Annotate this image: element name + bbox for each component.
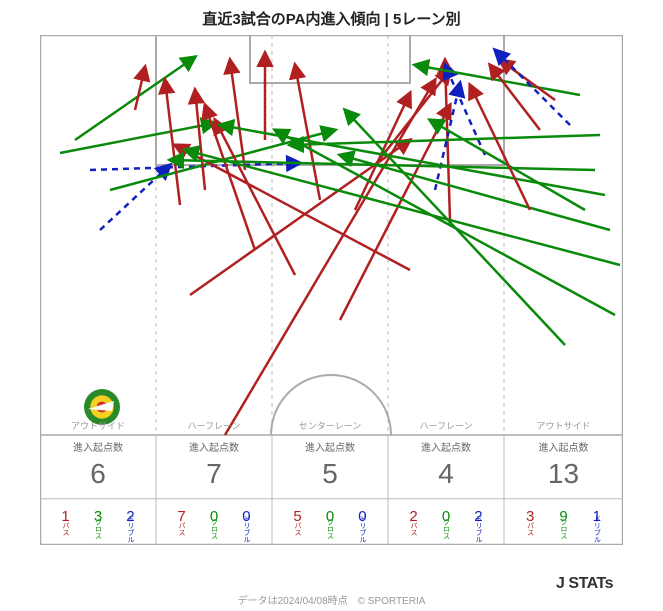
svg-text:アウトサイド: アウトサイド [71,421,125,431]
svg-text:ドリブル: ドリブル [593,515,601,543]
svg-text:ドリブル: ドリブル [127,515,135,543]
brand-logo: J STATs [556,575,613,593]
svg-text:13: 13 [548,458,579,489]
svg-text:進入起点数: 進入起点数 [73,441,123,454]
svg-text:進入起点数: 進入起点数 [189,441,239,454]
svg-text:ドリブル: ドリブル [475,515,483,543]
svg-text:アウトサイド: アウトサイド [536,421,590,431]
svg-text:クロス: クロス [443,518,451,539]
svg-text:進入起点数: 進入起点数 [305,441,355,454]
svg-text:進入起点数: 進入起点数 [421,441,471,454]
chart-title: 直近3試合のPA内進入傾向 | 5レーン別 [0,0,663,29]
svg-text:ハーフレーン: ハーフレーン [187,421,240,431]
svg-text:クロス: クロス [95,518,103,539]
svg-text:センターレーン: センターレーン [299,421,362,431]
svg-text:5: 5 [322,458,338,489]
svg-text:ドリブル: ドリブル [243,515,251,543]
svg-text:クロス: クロス [211,518,219,539]
svg-text:進入起点数: 進入起点数 [539,441,589,454]
svg-text:パス: パス [178,522,186,536]
svg-text:ハーフレーン: ハーフレーン [419,421,472,431]
pitch-svg: アウトサイドハーフレーンセンターレーンハーフレーンアウトサイド進入起点数61パス… [40,35,623,545]
svg-text:6: 6 [90,458,106,489]
chart-container: 直近3試合のPA内進入傾向 | 5レーン別 アウトサイド ハーフレーン センターレー… [0,0,663,611]
svg-text:ドリブル: ドリブル [359,515,367,543]
svg-text:4: 4 [438,458,454,489]
svg-text:パス: パス [294,522,302,536]
footer-text: データは2024/04/08時点 © SPORTERIA [0,592,663,607]
svg-text:パス: パス [527,522,535,536]
svg-text:パス: パス [410,522,418,536]
svg-text:7: 7 [206,458,222,489]
svg-text:パス: パス [62,522,70,536]
svg-text:クロス: クロス [560,518,568,539]
svg-text:クロス: クロス [327,518,335,539]
pitch-area: アウトサイドハーフレーンセンターレーンハーフレーンアウトサイド進入起点数61パス… [40,35,623,545]
